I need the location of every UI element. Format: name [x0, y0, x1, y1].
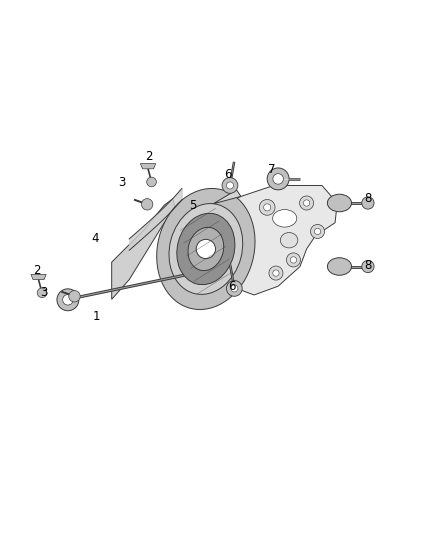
Text: 6: 6 [224, 168, 232, 181]
Polygon shape [31, 274, 46, 280]
Circle shape [267, 168, 289, 190]
Circle shape [314, 228, 321, 235]
Circle shape [259, 199, 275, 215]
Circle shape [286, 253, 300, 267]
Circle shape [273, 174, 283, 184]
Polygon shape [140, 164, 156, 169]
Ellipse shape [272, 209, 297, 227]
Circle shape [311, 224, 325, 238]
Text: 8: 8 [364, 192, 371, 205]
Circle shape [63, 295, 73, 305]
Ellipse shape [157, 189, 255, 310]
Circle shape [226, 280, 242, 296]
Circle shape [264, 204, 271, 211]
Circle shape [147, 177, 156, 187]
Ellipse shape [169, 204, 243, 294]
Circle shape [69, 290, 80, 302]
Text: 3: 3 [118, 176, 125, 189]
Ellipse shape [327, 194, 351, 212]
Circle shape [362, 260, 374, 273]
Circle shape [269, 266, 283, 280]
Circle shape [304, 200, 310, 206]
Ellipse shape [280, 232, 298, 248]
Circle shape [37, 288, 47, 297]
Text: 6: 6 [228, 280, 236, 293]
Text: 3: 3 [40, 286, 47, 300]
Polygon shape [191, 190, 241, 221]
Circle shape [222, 177, 238, 193]
Circle shape [141, 199, 153, 210]
Text: 7: 7 [268, 163, 276, 176]
Circle shape [362, 197, 374, 209]
Ellipse shape [188, 228, 224, 271]
Text: 4: 4 [92, 231, 99, 245]
Text: 2: 2 [33, 263, 41, 277]
Text: 2: 2 [145, 150, 153, 163]
Text: 1: 1 [92, 310, 100, 324]
Circle shape [300, 196, 314, 210]
Polygon shape [112, 199, 175, 300]
Circle shape [57, 289, 79, 311]
Circle shape [231, 285, 238, 292]
Circle shape [196, 239, 215, 259]
Circle shape [273, 270, 279, 276]
Polygon shape [191, 185, 337, 295]
Text: 8: 8 [364, 259, 371, 272]
Ellipse shape [177, 213, 235, 285]
Circle shape [290, 257, 297, 263]
Text: 5: 5 [189, 199, 196, 212]
Circle shape [226, 182, 233, 189]
Ellipse shape [327, 258, 351, 275]
